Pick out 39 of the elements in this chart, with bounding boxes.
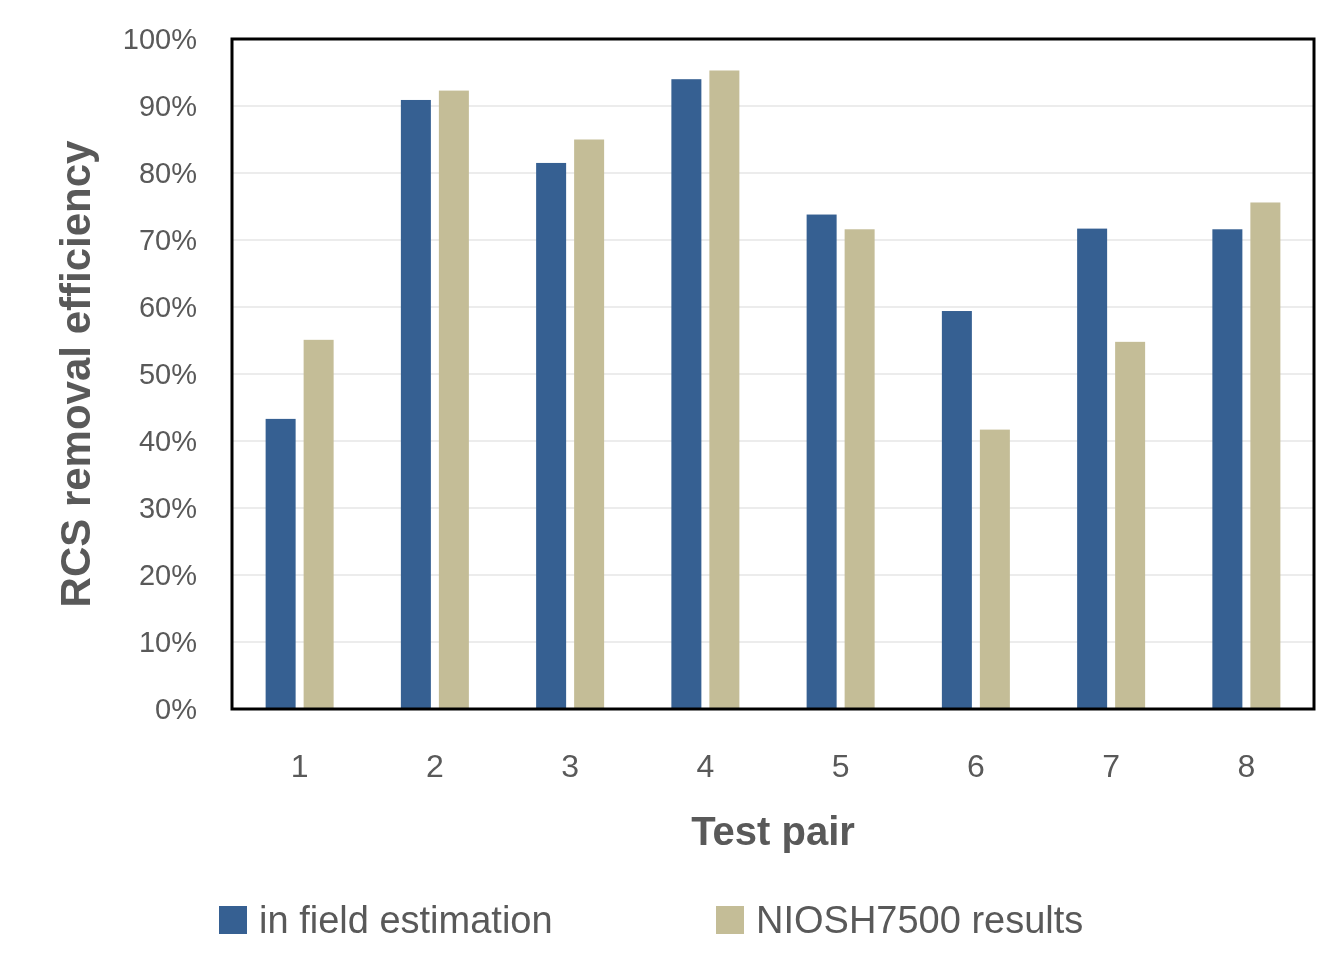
y-tick-label: 40% xyxy=(138,425,197,458)
y-tick-label: 20% xyxy=(138,559,197,592)
x-axis-title: Test pair xyxy=(691,809,855,853)
bar xyxy=(941,311,972,709)
bar xyxy=(1250,202,1281,709)
y-tick-label: 80% xyxy=(138,157,197,190)
bar xyxy=(400,99,431,709)
bar xyxy=(979,429,1010,709)
x-tick-label: 6 xyxy=(966,748,985,784)
bar xyxy=(303,339,334,709)
x-tick-label: 5 xyxy=(831,748,850,784)
bar xyxy=(265,418,296,709)
y-tick-label: 30% xyxy=(138,492,197,525)
bar xyxy=(438,90,469,709)
y-tick-label: 10% xyxy=(138,626,197,659)
y-axis-title: RCS removal efficiency xyxy=(52,139,99,608)
x-tick-label: 1 xyxy=(290,748,309,784)
x-tick-label: 4 xyxy=(696,748,715,784)
bar xyxy=(1212,229,1243,709)
legend-label: NIOSH7500 results xyxy=(756,899,1084,942)
bar xyxy=(671,79,702,709)
bar xyxy=(806,214,837,709)
y-tick-label: 0% xyxy=(155,693,197,726)
y-tick-label: 50% xyxy=(138,358,197,391)
x-tick-label: 7 xyxy=(1102,748,1121,784)
bar xyxy=(1077,228,1108,709)
y-tick-label: 60% xyxy=(138,291,197,324)
y-tick-label: 100% xyxy=(122,23,197,56)
bar xyxy=(536,162,567,709)
bar xyxy=(844,229,875,709)
legend-label: in field estimation xyxy=(259,899,553,942)
x-tick-label: 3 xyxy=(561,748,580,784)
x-tick-label: 8 xyxy=(1237,748,1256,784)
bar xyxy=(574,139,605,709)
bar xyxy=(1115,341,1146,709)
y-tick-label: 70% xyxy=(138,224,197,257)
y-tick-label: 90% xyxy=(138,90,197,123)
bar xyxy=(709,70,740,709)
x-tick-label: 2 xyxy=(425,748,444,784)
